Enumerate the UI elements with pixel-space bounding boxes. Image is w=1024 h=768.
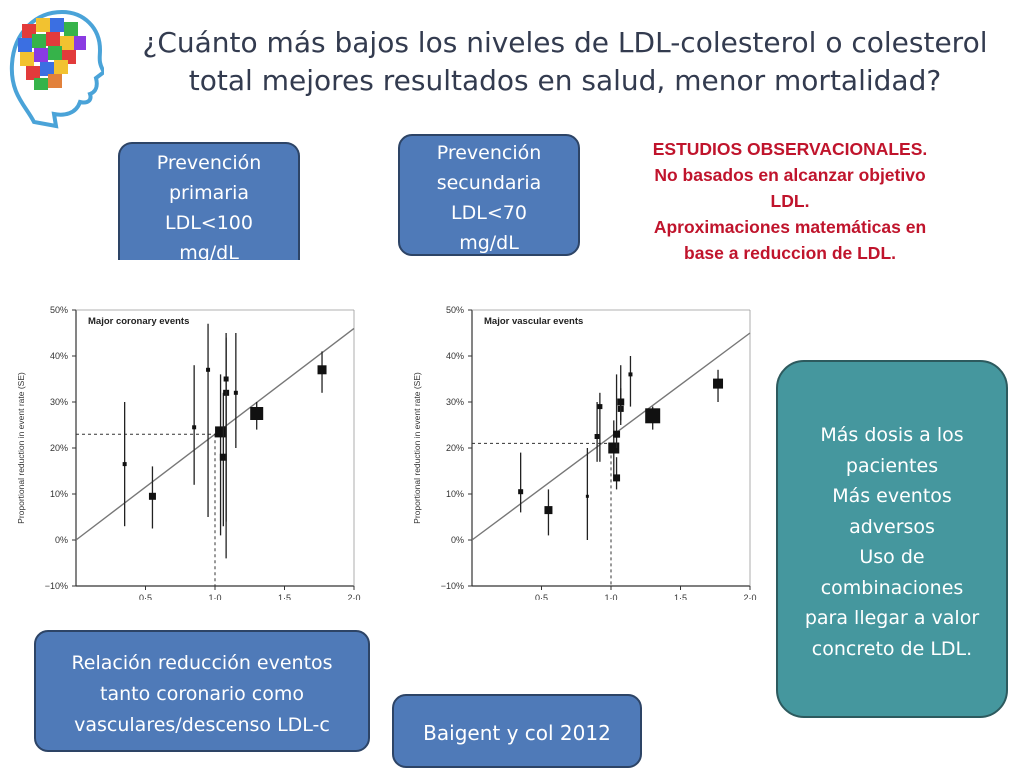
data-point [215,426,227,438]
data-point [223,376,229,382]
y-tick-label: −10% [441,581,464,591]
y-axis-label: Proportional reduction in event rate (SE… [412,372,422,524]
secondary-line-1: Prevención [436,142,542,164]
relation-line-3: vasculares/descenso LDL-c [74,714,330,736]
primary-line-1: Prevención [156,152,262,174]
y-tick-label: 20% [50,443,68,453]
note-line-3: LDL. [770,191,810,211]
x-tick-label: 0·5 [139,593,152,600]
vascular-events-chart: 50% 40% 30% 20% 10% 0% −10% 0·5 1·0 1·5 2·0 Major v… [412,305,757,600]
data-point [148,492,156,500]
y-tick-label: 10% [50,489,68,499]
data-point [233,390,238,395]
secondary-line-4: mg/dL [459,232,519,254]
data-point [617,398,625,406]
y-tick-label: 30% [446,397,464,407]
y-tick-label: 30% [50,397,68,407]
x-tick-label: 2·0 [347,593,360,600]
slide-title: ¿Cuánto más bajos los niveles de LDL-col… [142,26,988,97]
dose-line-7: para llegar a valor [804,607,980,629]
data-point [613,474,621,482]
y-tick-label: 0% [451,535,464,545]
note-line-4: Aproximaciones matemáticas en [653,217,927,237]
note-line-1: ESTUDIOS OBSERVACIONALES. [652,139,928,159]
data-point [608,442,620,454]
data-point [597,404,603,410]
data-point [713,378,724,389]
data-point [317,365,327,375]
data-point [594,434,600,439]
secondary-line-3: LDL<70 [451,202,527,224]
primary-line-3: LDL<100 [165,212,253,234]
data-point [192,425,197,430]
x-tick-label: 1·5 [278,593,291,600]
dose-line-3: Más eventos [832,485,952,507]
y-tick-label: −10% [45,581,68,591]
x-tick-label: 2·0 [743,593,756,600]
data-point [219,453,227,461]
y-tick-label: 0% [55,535,68,545]
y-tick-label: 20% [446,443,464,453]
data-point [628,372,633,377]
data-point [544,506,553,515]
data-point [250,407,264,420]
y-tick-label: 50% [446,305,464,315]
x-tick-label: 0·5 [535,593,548,600]
logo-head-icon [9,9,104,129]
citation-box: Baigent y col 2012 [392,694,642,768]
chart-title: Major coronary events [88,316,189,327]
relation-box: Relación reducción eventos tanto coronar… [34,630,370,752]
observational-studies-note: ESTUDIOS OBSERVACIONALES. No basados en … [600,136,980,266]
primary-line-2: primaria [168,182,250,204]
primary-prevention-box: Prevención primaria LDL<100 mg/dL [118,142,300,260]
dose-effects-box: Más dosis a los pacientes Más eventos ad… [776,360,1008,718]
data-point [585,494,589,498]
dose-line-6: combinaciones [820,576,964,599]
secondary-prevention-box: Prevención secundaria LDL<70 mg/dL [398,134,580,256]
dose-line-5: Uso de [859,546,925,568]
regression-line [471,332,751,541]
primary-line-4: mg/dL [179,242,239,260]
data-point [645,408,661,424]
x-tick-label: 1·0 [604,593,617,600]
note-line-2: No basados en alcanzar objetivo [654,165,926,185]
y-tick-label: 10% [446,489,464,499]
dose-line-1: Más dosis a los [820,424,964,446]
coronary-events-chart: 50% 40% 30% 20% 10% 0% −10% 0·5 1·0 1·5 2·0 Major c… [16,305,361,600]
y-tick-label: 40% [446,351,464,361]
data-point [518,489,524,495]
secondary-line-2: secundaria [436,172,542,194]
note-line-5: base a reduccion de LDL. [684,243,896,263]
data-point [613,430,621,438]
data-point [122,462,127,467]
dose-line-4: adversos [849,515,935,538]
relation-line-1: Relación reducción eventos [71,652,333,674]
relation-line-2: tanto coronario como [100,683,304,705]
y-axis-label: Proportional reduction in event rate (SE… [16,372,26,524]
dose-line-8: concreto de LDL. [811,637,973,660]
x-tick-label: 1·5 [674,593,687,600]
dose-line-2: pacientes [845,454,939,477]
x-tick-label: 1·0 [208,593,221,600]
data-point [206,367,211,372]
chart-title: Major vascular events [484,316,583,327]
y-tick-label: 40% [50,351,68,361]
y-tick-label: 50% [50,305,68,315]
